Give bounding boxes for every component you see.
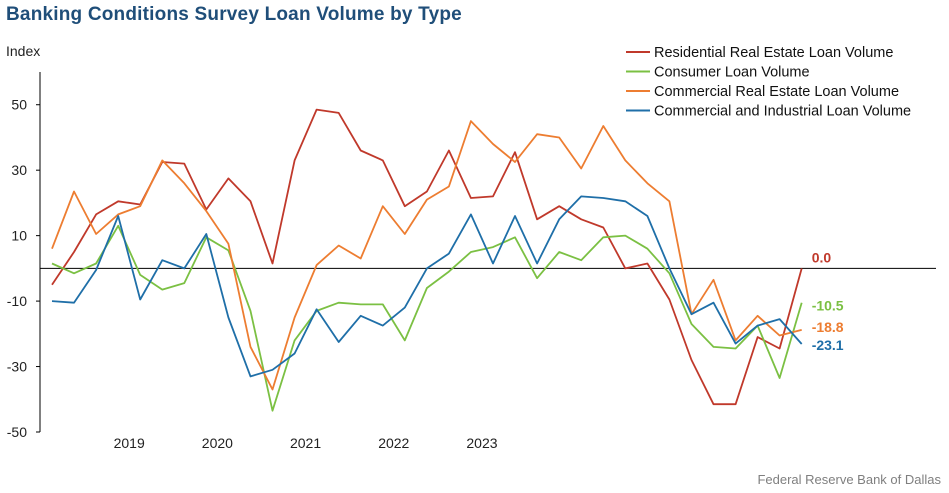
- x-tick-label: 2022: [378, 435, 409, 451]
- series-line-2: [51, 224, 803, 412]
- y-tick-label: -10: [7, 293, 27, 309]
- x-tick-label: 2019: [114, 435, 145, 451]
- end-label-4: -23.1: [812, 337, 844, 353]
- y-tick-label: -50: [7, 424, 27, 440]
- y-tick-label: 50: [11, 97, 27, 113]
- source-note: Federal Reserve Bank of Dallas: [757, 472, 941, 487]
- legend-label-1: Residential Real Estate Loan Volume: [654, 45, 893, 61]
- series-line-1: [51, 108, 803, 406]
- series-line-3: [51, 120, 802, 391]
- y-tick-label: 10: [11, 228, 27, 244]
- end-labels: 0.0 -10.5 -18.8 -23.1: [812, 249, 844, 353]
- y-tick-label: -30: [7, 359, 27, 375]
- end-label-2: -10.5: [812, 298, 844, 314]
- y-tick-label: 30: [11, 162, 27, 178]
- end-label-1: 0.0: [812, 249, 832, 265]
- end-label-3: -18.8: [812, 319, 844, 335]
- x-tick-label: 2021: [290, 435, 321, 451]
- chart-title: Banking Conditions Survey Loan Volume by…: [6, 4, 462, 25]
- legend-label-3: Commercial Real Estate Loan Volume: [654, 84, 899, 100]
- y-axis-title: Index: [6, 43, 40, 59]
- x-tick-label: 2023: [466, 435, 497, 451]
- series-line-4: [51, 195, 803, 378]
- legend: Residential Real Estate Loan Volume Consu…: [626, 45, 911, 120]
- series-layer: [51, 108, 803, 412]
- x-tick-label: 2020: [202, 435, 233, 451]
- legend-label-4: Commercial and Industrial Loan Volume: [654, 104, 911, 120]
- axis-layer: Index 50 30 10 -10 -30 -50 2019 2020 2021 2022 2023: [6, 43, 936, 451]
- legend-label-2: Consumer Loan Volume: [654, 65, 810, 81]
